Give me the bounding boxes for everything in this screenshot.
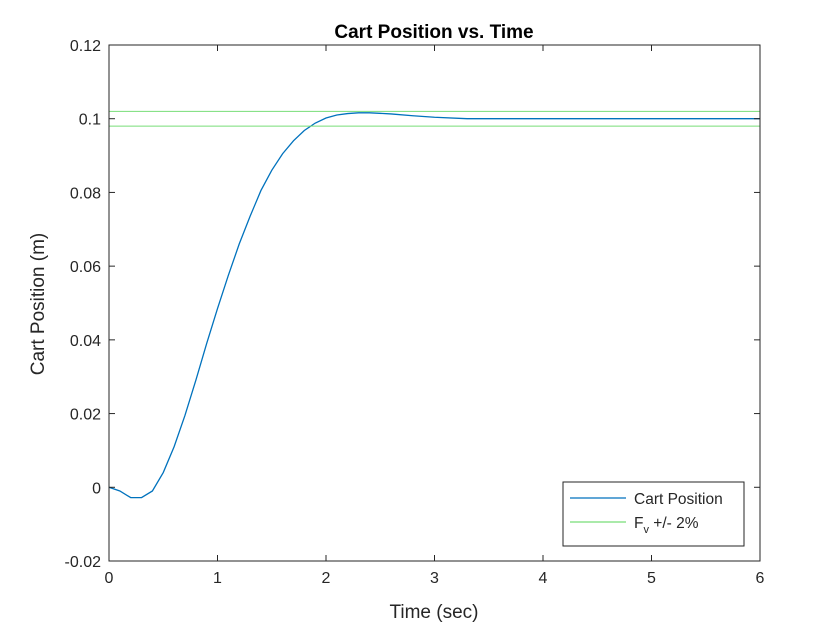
series-line-cart-position xyxy=(108,112,760,499)
y-tick-label: 0.12 xyxy=(70,38,101,55)
chart-title: Cart Position vs. Time xyxy=(334,22,533,43)
y-tick-label: 0.1 xyxy=(79,112,101,129)
x-tick-label: 6 xyxy=(756,570,765,587)
data-layer xyxy=(108,110,760,499)
legend-label-fv-band: Fv +/- 2% xyxy=(634,515,699,536)
y-tick-label: 0.04 xyxy=(70,333,101,350)
x-tick-label: 2 xyxy=(322,570,331,587)
y-tick-label: 0.02 xyxy=(70,407,101,424)
legend-label-fv-sub: v xyxy=(643,524,649,536)
y-tick-label: -0.02 xyxy=(65,554,102,571)
legend-label-fv-main: F xyxy=(634,515,643,532)
x-tick-label: 1 xyxy=(213,570,222,587)
x-tick-label: 4 xyxy=(539,570,548,587)
y-axis-label: Cart Position (m) xyxy=(28,233,49,376)
plot-area xyxy=(109,45,760,561)
x-tick-label: 3 xyxy=(430,570,439,587)
legend-box xyxy=(562,481,745,547)
y-tick-label: 0.06 xyxy=(70,259,101,276)
legend-label-fv-tail: +/- 2% xyxy=(649,515,699,532)
y-tick-label: 0 xyxy=(92,480,101,497)
legend: Cart Position Fv +/- 2% xyxy=(562,481,745,547)
y-tick-label: 0.08 xyxy=(70,185,101,202)
x-tick-label: 0 xyxy=(105,570,114,587)
plot-background xyxy=(109,45,760,561)
legend-label-cart-position: Cart Position xyxy=(634,491,723,508)
x-axis-label: Time (sec) xyxy=(389,602,478,623)
x-tick-label: 5 xyxy=(647,570,656,587)
